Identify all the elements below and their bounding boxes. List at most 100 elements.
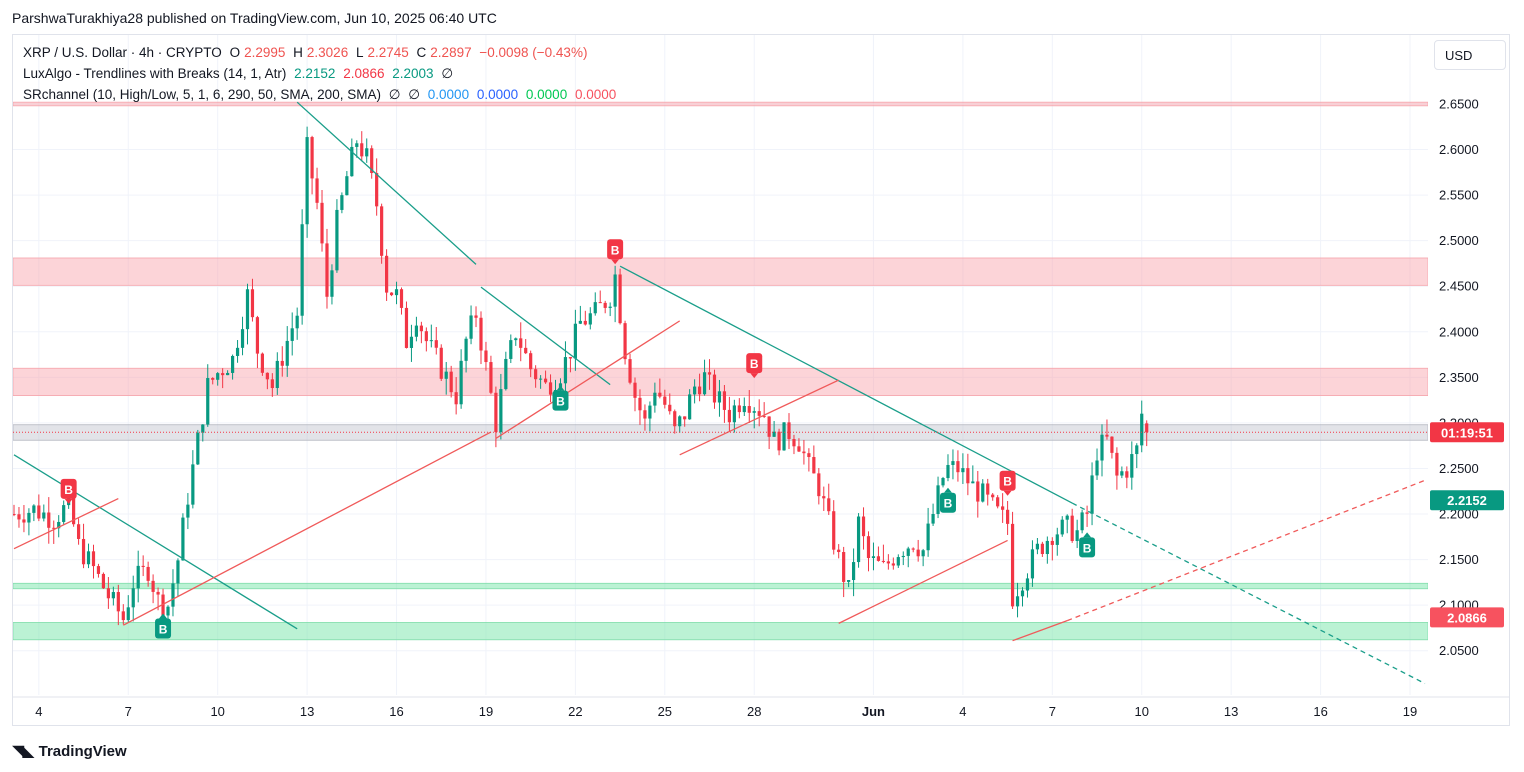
candle-body <box>956 461 960 473</box>
price-tag-label: 2.2152 <box>1447 493 1487 508</box>
candle-body <box>1035 543 1040 550</box>
candle-body <box>926 523 930 551</box>
candle-body <box>871 556 876 559</box>
candle-body <box>702 372 707 395</box>
candle-body <box>196 432 200 465</box>
candle-body <box>529 353 533 370</box>
candle-body <box>191 464 195 505</box>
signal-pointer <box>556 385 565 391</box>
candle-body <box>47 512 51 528</box>
signal-pointer <box>64 498 73 504</box>
candle-body <box>409 336 414 348</box>
candle-body <box>1025 578 1030 591</box>
candle-body <box>280 360 284 366</box>
signal-label: B <box>64 483 73 497</box>
low-value: 2.2745 <box>367 45 409 60</box>
currency-button[interactable]: USD <box>1434 40 1506 70</box>
signal-pointer <box>943 487 952 493</box>
signal-pointer <box>159 613 168 619</box>
candle-body <box>777 431 781 451</box>
candle-body <box>72 492 76 525</box>
candle-body <box>817 473 821 497</box>
high-label: H <box>293 45 303 60</box>
candle-body <box>146 566 150 581</box>
indicator-2-name[interactable]: SRchannel (10, High/Low, 5, 1, 6, 290, 5… <box>23 87 381 102</box>
candle-body <box>563 357 568 384</box>
signal-badge <box>999 470 1016 491</box>
candle-body <box>548 382 553 395</box>
sr-zone-resistance <box>13 367 1428 396</box>
candle-body <box>1115 452 1119 476</box>
candle-body <box>1030 549 1035 579</box>
candle-body <box>976 481 980 502</box>
candle-body <box>688 394 692 420</box>
candle-body <box>514 338 518 341</box>
sr-zone-resistance <box>13 257 1428 286</box>
candle-body <box>807 453 811 458</box>
price-tag-bg <box>1430 607 1504 628</box>
candle-body <box>1045 540 1049 555</box>
candle-body <box>856 516 861 563</box>
candle-body <box>126 607 130 621</box>
candle-body <box>901 555 905 558</box>
candle-body <box>17 514 21 520</box>
candle-body <box>608 306 612 308</box>
trendline <box>480 286 611 386</box>
na-icon: ∅ <box>441 66 454 81</box>
price-tag: 01:19:51 <box>1430 422 1504 443</box>
x-tick-label: 10 <box>1135 704 1149 719</box>
candle-body <box>335 209 339 271</box>
candle-body <box>732 405 736 423</box>
signal-badge <box>60 478 77 499</box>
candle-body <box>693 386 697 395</box>
candle-body <box>1130 454 1134 478</box>
candle-body <box>484 350 488 363</box>
candle-body <box>1120 471 1124 476</box>
candle-body <box>1001 506 1005 510</box>
candle-body <box>106 588 110 599</box>
candle-body <box>176 560 180 584</box>
break-signal: B <box>60 478 77 504</box>
candle-body <box>27 512 31 523</box>
candle-body <box>275 360 279 389</box>
candle-body <box>424 331 428 342</box>
trendline <box>1012 620 1068 642</box>
y-tick-label: 2.4000 <box>1439 324 1479 339</box>
y-tick-label: 2.3500 <box>1439 370 1479 385</box>
candle-body <box>449 371 453 393</box>
open-value: 2.2995 <box>244 45 286 60</box>
x-tick-label: 16 <box>389 704 403 719</box>
y-tick-label: 2.6500 <box>1439 97 1479 112</box>
candle-body <box>931 514 935 524</box>
candle-body <box>325 243 329 297</box>
candle-body <box>911 548 915 550</box>
candle-body <box>260 353 264 373</box>
candle-body <box>578 320 582 324</box>
footer-brand[interactable]: ◥◣ TradingView <box>12 741 127 761</box>
signal-label: B <box>750 357 759 371</box>
signal-label: B <box>1083 541 1092 555</box>
indicator-1-name[interactable]: LuxAlgo - Trendlines with Breaks (14, 1,… <box>23 66 287 81</box>
high-value: 2.3026 <box>306 45 349 60</box>
candle-body <box>568 357 573 359</box>
candle-body <box>62 505 66 522</box>
x-tick-label: Jun <box>862 704 885 719</box>
candle-body <box>300 224 304 316</box>
x-tick-label: 13 <box>1224 704 1238 719</box>
candle-body <box>524 347 528 354</box>
candle-body <box>414 325 419 337</box>
candle-body <box>842 552 846 582</box>
candle-body <box>419 325 423 332</box>
legend-symbol[interactable]: XRP / U.S. Dollar · 4h · CRYPTO <box>23 45 222 60</box>
candle-body <box>340 195 344 210</box>
signal-label: B <box>944 497 953 511</box>
candle-body <box>966 468 970 484</box>
candle-body <box>916 549 920 557</box>
trendline <box>13 497 119 550</box>
break-signal: B <box>746 353 763 379</box>
candle-body <box>822 496 826 499</box>
candle-body <box>57 521 61 529</box>
candle-body <box>722 391 727 410</box>
candle-body <box>1145 423 1149 433</box>
